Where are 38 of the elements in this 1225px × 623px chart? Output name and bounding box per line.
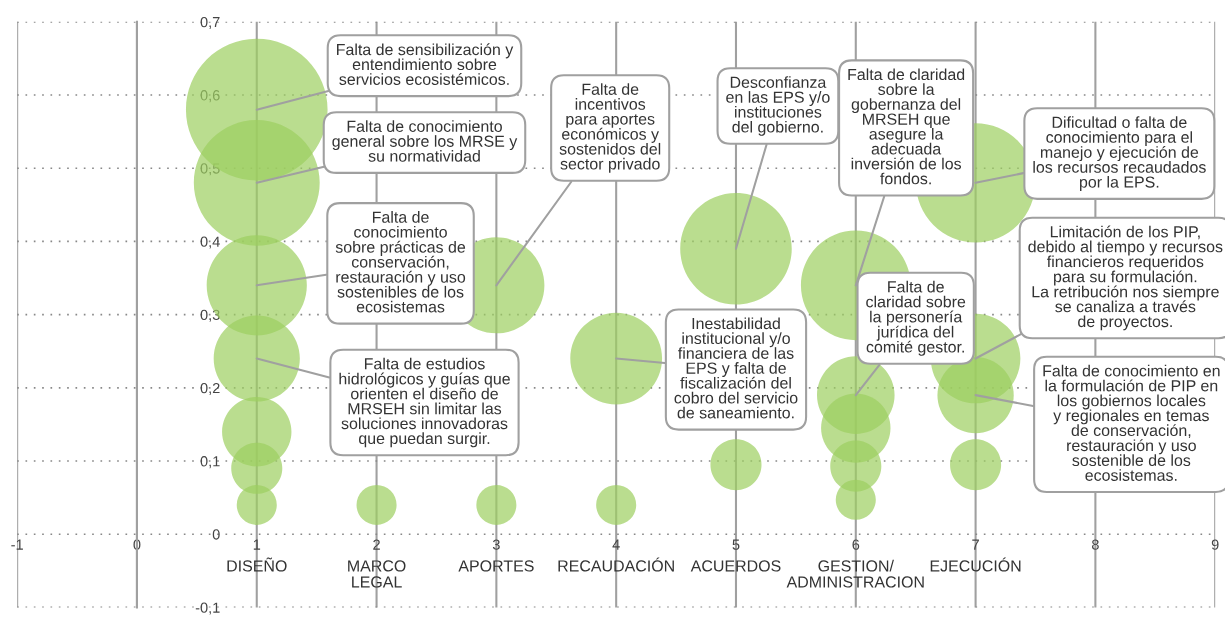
annotation: Falta de conocimiento en la formulación de PIP en los gobiernos locales y regionales en temas de conservación, restauración y uso sostenible de los ecosistemas. (1043, 364, 1220, 481)
x-tick-label: 4 (612, 539, 620, 550)
x-tick-label: 8 (1091, 539, 1099, 550)
annotation: Falta de incentivos para aportes económicos y sostenidos del sector privado (559, 83, 661, 173)
y-tick-label: 0,5 (200, 163, 220, 176)
x-tick-label: 6 (852, 539, 860, 550)
annotation: Falta de conocimiento general sobre los MRSE y su normatividad (332, 120, 518, 162)
annotation: GESTION/ ADMINISTRACION (786, 559, 924, 588)
annotation: Desconfianza en las EPS y/o instituciones del gobierno. (726, 76, 830, 136)
x-tick-label: 3 (492, 539, 500, 550)
annotation: MARCO LEGAL (348, 560, 406, 588)
annotation: Falta de claridad sobre la personería jurídica del comité gestor. (866, 280, 966, 356)
annotation: ACUERDOS (690, 560, 781, 572)
y-tick-label: 0 (212, 529, 220, 540)
annotation: RECAUDACIÓN (558, 557, 674, 572)
annotation: EJECUCIÓN (930, 557, 1021, 572)
annotation: DISEÑO (227, 557, 287, 572)
y-tick-label: 0,3 (200, 309, 220, 322)
y-tick-label: 0,7 (200, 16, 220, 29)
annotation: Inestabilidad institucional y/o financiera de las EPS y falta de fiscalización del cobro del servicio de saneamiento. (674, 317, 798, 419)
x-tick-label: 7 (972, 539, 979, 550)
annotation: APORTES (458, 560, 534, 572)
annotation: Limitación de los PIP, debido al tiempo y recursos financieros requeridos para su formulación. La retribución nos siempre se canaliza a través de proyectos. (1028, 225, 1223, 331)
y-tick-label: 0,4 (200, 236, 220, 249)
annotation: Falta de claridad sobre la gobernanza del MRSEH que asegure la adecuada inversión de los fondos. (848, 68, 965, 185)
x-tick-label: 5 (732, 539, 740, 550)
x-tick-label: -1 (11, 539, 23, 550)
x-tick-label: 1 (253, 539, 261, 550)
y-tick-label: 0,2 (200, 382, 220, 395)
y-tick-label: 0,1 (200, 456, 220, 469)
x-tick-label: 9 (1211, 539, 1219, 550)
annotation: Falta de conocimiento sobre prácticas de conservación, restauración y uso sostenibles de los ecosistemas (335, 211, 466, 313)
annotation: Falta de estudios hidrológicos y guías que orienten el diseño de MRSEH sin limitar las soluciones innovadoras que puedan surgir. (339, 357, 510, 448)
y-tick-label: 0,6 (200, 90, 220, 103)
x-tick-label: 2 (373, 539, 380, 550)
y-tick-label: -0,1 (195, 602, 220, 615)
annotation: Dificultad o falta de conocimiento para el manejo y ejecución de los recursos recaudados por la EPS. (1033, 116, 1206, 191)
annotation: Falta de sensibilización y entendimiento sobre servicios ecosistémicos. (337, 43, 514, 85)
